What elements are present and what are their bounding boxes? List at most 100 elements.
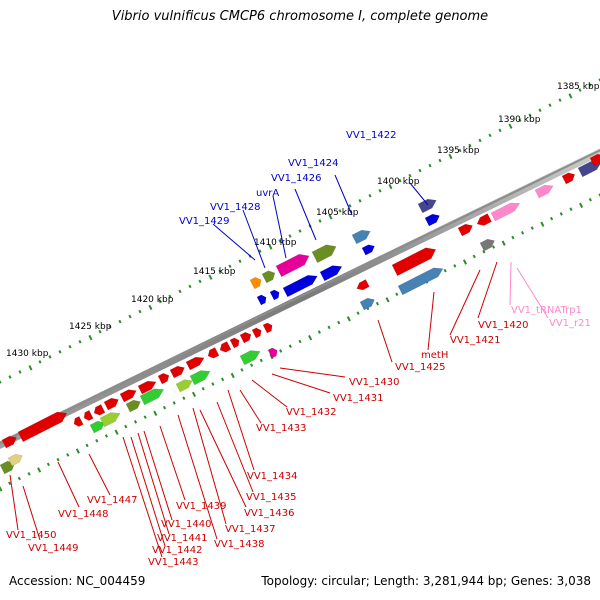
- scale-major-tick: [28, 365, 33, 371]
- scale-dot: [408, 173, 412, 178]
- gene-feature-upper: [251, 327, 262, 339]
- inner-scale-dot: [104, 434, 109, 438]
- inner-scale-dot: [66, 453, 70, 457]
- scale-dot: [288, 234, 292, 238]
- scale-dot: [138, 309, 142, 314]
- topology-text: Topology: circular; Length: 3,281,944 bp…: [261, 574, 591, 588]
- inner-scale-dot: [279, 349, 283, 353]
- gene-label: VV1_1422: [346, 130, 397, 141]
- gene-label: VV1_1429: [179, 216, 230, 227]
- scale-major-tick: [508, 123, 513, 129]
- inner-scale-dot: [511, 235, 515, 240]
- inner-scale-dot: [221, 377, 225, 382]
- scale-dot: [278, 239, 282, 243]
- gene-label: VV1_1432: [286, 407, 337, 418]
- inner-scale-dot: [17, 476, 21, 481]
- gene-feature-lower: [139, 388, 165, 406]
- leader-line: [122, 436, 163, 558]
- gene-feature-upper: [490, 202, 521, 222]
- leader-line: [212, 223, 256, 261]
- scale-dot: [38, 360, 42, 364]
- scale-dot: [178, 289, 182, 294]
- inner-scale-dot: [298, 339, 302, 344]
- gene-label: VV1_1436: [244, 508, 295, 519]
- scale-dot: [468, 143, 472, 148]
- inner-scale-dot: [162, 405, 167, 410]
- scale-dot: [438, 158, 442, 163]
- scale-tick-label: 1420 kbp: [131, 295, 174, 305]
- scale-dot: [18, 370, 22, 374]
- scale-dot: [498, 128, 502, 133]
- scale-major-tick: [88, 334, 93, 341]
- inner-scale-dot: [172, 401, 176, 405]
- gene-feature-inner: [361, 244, 375, 256]
- inner-scale-dot: [230, 372, 235, 379]
- inner-scale-dot: [46, 462, 50, 467]
- leader-line: [216, 401, 254, 493]
- gene-feature-inner: [397, 267, 444, 296]
- scale-dot: [428, 163, 432, 168]
- inner-scale-dot: [327, 325, 331, 330]
- gene-feature-upper: [207, 347, 220, 359]
- gene-label: VV1_1442: [152, 545, 203, 556]
- gene-label: VV1_1421: [450, 335, 501, 346]
- leader-line: [143, 430, 173, 521]
- scale-major-tick: [448, 153, 453, 160]
- gene-feature-upper: [157, 373, 170, 385]
- inner-scale-dot: [559, 212, 563, 216]
- inner-scale-dot: [75, 448, 80, 454]
- gene-label: VV1_1447: [87, 495, 138, 506]
- leader-line: [239, 389, 262, 424]
- inner-scale-dot: [462, 259, 467, 265]
- gene-feature-inner: [239, 350, 261, 366]
- scale-major-tick: [328, 214, 333, 220]
- gene-feature-inner: [479, 238, 495, 252]
- scale-dot: [548, 103, 552, 107]
- gene-label: VV1_1425: [395, 362, 446, 373]
- gene-label: VV1_1448: [58, 509, 109, 520]
- gene-label: VV1_1441: [157, 533, 208, 544]
- gene-label: VV1_tRNATrp1: [511, 305, 582, 316]
- gene-feature-upper: [119, 389, 137, 403]
- scale-dot: [118, 319, 122, 324]
- gene-feature-upper: [17, 411, 68, 443]
- inner-scale-dot: [443, 268, 447, 273]
- scale-dot: [158, 299, 162, 304]
- inner-scale-dot: [191, 391, 197, 398]
- gene-feature-upper: [229, 337, 240, 349]
- leader-line: [449, 269, 481, 336]
- leader-line: [192, 407, 227, 525]
- gene-label: VV1_1435: [246, 492, 297, 503]
- scale-dot: [48, 355, 52, 359]
- inner-scale-dot: [124, 424, 128, 429]
- inner-scale-dot: [375, 301, 379, 306]
- inner-scale-dot: [501, 240, 506, 246]
- leader-line: [199, 409, 247, 508]
- inner-scale-dot: [85, 443, 89, 448]
- inner-scale-dot: [491, 245, 496, 249]
- scale-dot: [108, 324, 112, 329]
- inner-scale-dot: [133, 420, 138, 424]
- gene-feature-upper: [561, 172, 576, 185]
- gene-label: VV1_1430: [349, 377, 400, 388]
- gene-feature-inner: [417, 198, 437, 214]
- gene-feature-upper: [137, 380, 157, 395]
- chromosome-backbone-core: [0, 149, 600, 445]
- gene-label: VV1_1440: [161, 519, 212, 530]
- gene-feature-upper: [262, 322, 273, 334]
- scale-tick-label: 1405 kbp: [316, 208, 359, 218]
- leader-line: [377, 319, 393, 363]
- gene-feature-upper: [93, 404, 106, 416]
- gene-feature-inner: [356, 279, 370, 291]
- inner-scale-dot: [472, 254, 476, 259]
- gene-label: VV1_1426: [271, 173, 322, 184]
- scale-dot: [198, 279, 202, 284]
- gene-label: VV1_1449: [28, 543, 79, 554]
- gene-feature-lower: [0, 460, 16, 475]
- inner-scale-dot: [95, 438, 99, 443]
- inner-scale-dot: [569, 207, 573, 211]
- gene-feature-inner: [391, 247, 437, 277]
- gene-label: VV1_1431: [333, 393, 384, 404]
- inner-scale-dot: [143, 415, 147, 419]
